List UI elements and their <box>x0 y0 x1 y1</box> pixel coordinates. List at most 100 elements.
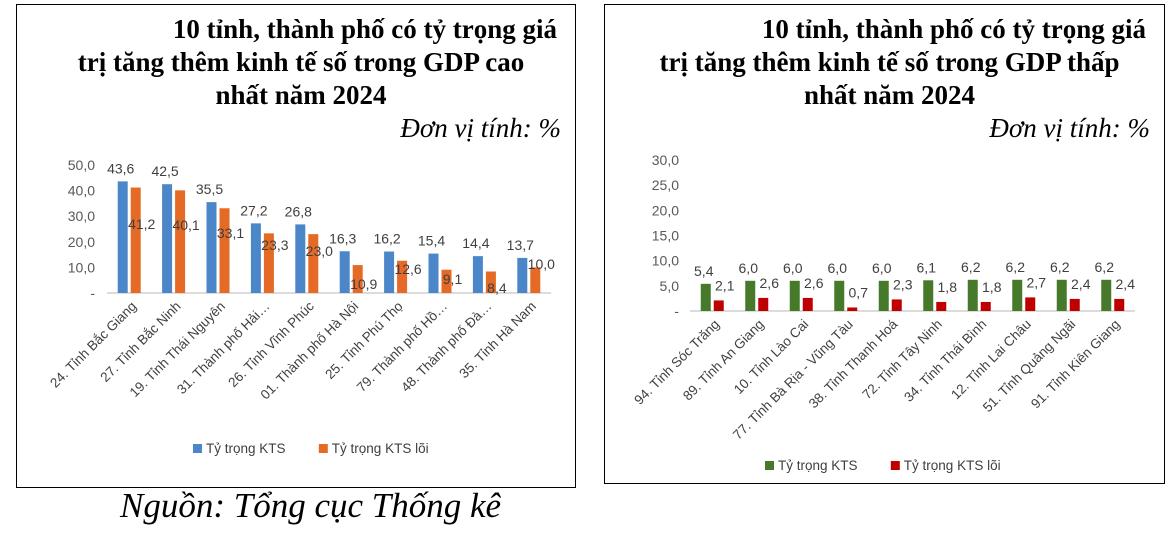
data-label: 6,0 <box>828 260 848 276</box>
y-tick-label: 10,0 <box>652 253 679 269</box>
data-label: 2,4 <box>1116 276 1136 292</box>
bar <box>923 280 934 311</box>
data-label: 2,6 <box>760 275 780 291</box>
data-label: 2,3 <box>893 276 913 292</box>
data-label: 16,2 <box>373 231 400 247</box>
y-tick-label: 20,0 <box>652 202 679 218</box>
data-label: 5,4 <box>694 263 714 279</box>
bar <box>530 267 541 293</box>
x-category-label: 35. Tỉnh Hà Nam <box>456 299 539 382</box>
bar <box>802 297 813 311</box>
bar <box>295 224 306 293</box>
bar <box>130 187 141 293</box>
legend-swatch <box>193 444 202 453</box>
data-label: 6,2 <box>1006 259 1026 275</box>
y-tick-label: 15,0 <box>652 228 679 244</box>
data-label: 9,1 <box>443 271 463 287</box>
data-label: 27,2 <box>240 202 267 218</box>
legend-label: Tỷ trọng KTS <box>778 458 858 473</box>
data-label: 2,1 <box>715 277 735 293</box>
bar <box>758 297 769 311</box>
unit-label: Đơn vị tính: % <box>400 113 561 143</box>
bar <box>1012 279 1023 311</box>
y-tick-label: 30,0 <box>652 152 679 168</box>
bar <box>162 184 173 293</box>
legend-swatch <box>318 444 328 453</box>
legend-swatch <box>890 461 900 470</box>
data-label: 43,6 <box>107 160 134 176</box>
bar <box>1025 297 1036 311</box>
bar <box>472 256 483 293</box>
data-label: 6,2 <box>1095 259 1115 275</box>
data-label: 35,5 <box>196 181 223 197</box>
bar <box>967 279 978 311</box>
unit-label: Đơn vị tính: % <box>989 113 1150 143</box>
bar <box>713 300 724 311</box>
bar <box>206 202 217 293</box>
bar <box>117 181 128 293</box>
data-label: 10,9 <box>350 276 377 292</box>
x-category-label: 34. Tỉnh Thái Bình <box>901 317 989 405</box>
bar <box>936 301 947 311</box>
source-caption: Nguồn: Tổng cục Thống kê <box>120 486 502 525</box>
bar <box>980 301 991 311</box>
bar <box>745 280 756 311</box>
bar <box>1056 279 1067 311</box>
data-label: 40,1 <box>172 217 199 233</box>
data-label: 41,2 <box>128 216 155 232</box>
data-label: 6,0 <box>872 260 892 276</box>
legend-label: Tỷ trọng KTS lõi <box>332 441 429 456</box>
data-label: 2,6 <box>804 275 824 291</box>
chart-panel-lowest: 10 tỉnh, thành phố có tỷ trọng giá trị t… <box>604 4 1165 484</box>
x-category-label: 12. Tỉnh Lai Châu <box>948 317 1034 403</box>
data-label: 42,5 <box>151 163 178 179</box>
data-label: 6,1 <box>917 259 937 275</box>
legend-swatch <box>765 461 774 470</box>
y-tick-label: 40,0 <box>68 183 95 199</box>
bar <box>263 233 274 293</box>
y-tick-label: 10,0 <box>68 259 95 275</box>
x-category-label: 94. Tỉnh Sóc Trăng <box>631 317 722 408</box>
data-label: 2,7 <box>1027 274 1047 290</box>
data-label: 6,2 <box>961 259 981 275</box>
chart-title: 10 tỉnh, thành phố có tỷ trọng giá trị t… <box>659 14 1146 110</box>
bar <box>219 208 230 293</box>
bar <box>834 280 845 311</box>
y-tick-label: 50,0 <box>68 157 95 173</box>
bar-chart-plot: - 5,0 10,0 15,0 20,0 25,0 30,0 5,42,1 94. Tỉnh S… <box>631 152 1136 473</box>
data-label: 8,4 <box>487 280 507 296</box>
bar <box>847 307 858 311</box>
data-label: 14,4 <box>462 235 489 251</box>
x-category-label: 91. Tỉnh Kiên Giang <box>1028 317 1123 412</box>
bar <box>700 283 711 311</box>
data-label: 33,1 <box>217 225 244 241</box>
bar <box>352 265 363 293</box>
x-category-label: 26. Tỉnh Vĩnh Phúc <box>225 298 317 390</box>
bar <box>339 251 350 293</box>
bar <box>397 260 408 293</box>
data-label: 16,3 <box>329 230 356 246</box>
data-label: 23,3 <box>261 237 288 253</box>
data-label: 10,0 <box>528 256 555 272</box>
y-tick-label: - <box>674 303 679 319</box>
data-label: 26,8 <box>285 203 312 219</box>
data-label: 23,0 <box>306 243 333 259</box>
bar <box>175 190 186 293</box>
data-label: 1,8 <box>938 279 958 295</box>
legend-item: Tỷ trọng KTS lõi <box>890 458 1001 473</box>
y-tick-label: 25,0 <box>652 177 679 193</box>
data-label: 0,7 <box>849 284 869 300</box>
chart-title: 10 tỉnh, thành phố có tỷ trọng giá trị t… <box>77 14 557 110</box>
bar <box>384 251 395 293</box>
x-category-label: 24. Tỉnh Bắc Giang <box>47 299 139 391</box>
x-category-label: 89. Tỉnh An Giang <box>680 317 767 404</box>
y-tick-label: - <box>90 285 95 301</box>
bar <box>517 257 528 293</box>
bar <box>428 253 439 293</box>
bar-chart-plot: - 10,0 20,0 30,0 40,0 50,0 43,6 41,2 24. Tỉnh Bắ… <box>47 157 555 456</box>
y-tick-label: 20,0 <box>68 234 95 250</box>
legend-label: Tỷ trọng KTS <box>206 441 286 456</box>
data-label: 15,4 <box>418 233 445 249</box>
bar <box>250 223 261 293</box>
data-label: 6,0 <box>783 260 803 276</box>
